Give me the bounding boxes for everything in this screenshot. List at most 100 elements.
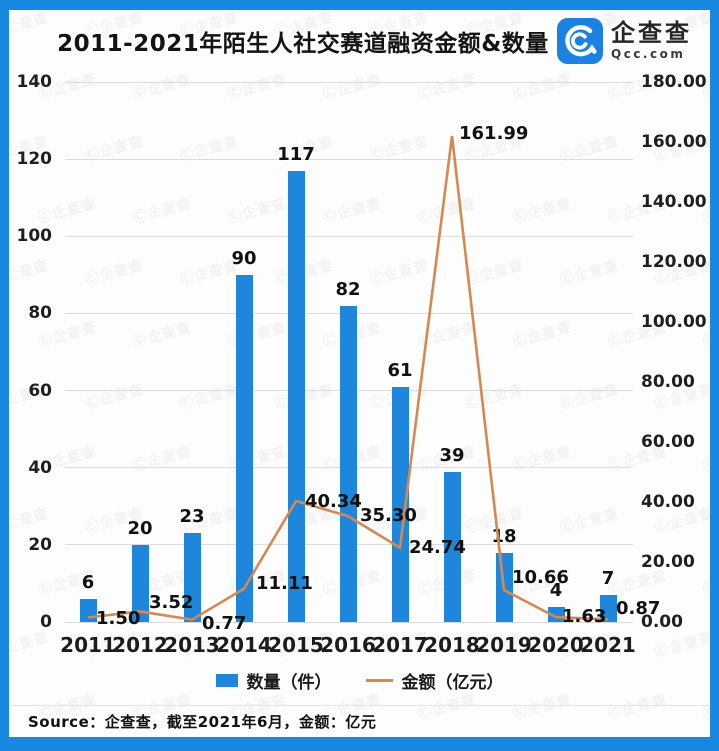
y-axis-right-tick: 40.00: [641, 492, 695, 512]
qcc-domain: Qcc.com: [611, 47, 686, 62]
qcc-watermark: Ⓒ企查查: [558, 381, 621, 413]
header: 2011-2021年陌生人社交赛道融资金额&数量 企查查 Qcc.com: [9, 12, 710, 70]
qcc-watermark: Ⓒ企查查: [606, 691, 669, 723]
legend: 数量（件） 金额（亿元）: [9, 668, 710, 693]
x-axis-label: 2014: [216, 633, 272, 657]
bar-2015: [287, 170, 305, 622]
qcc-watermark: Ⓒ企查查: [368, 133, 431, 165]
x-axis-label: 2011: [60, 633, 116, 657]
y-axis-left-tick: 140: [16, 72, 53, 92]
y-axis-right-tick: 80.00: [641, 372, 695, 392]
bar-swatch-icon: [215, 674, 238, 687]
y-axis-right-tick: 0.00: [641, 612, 683, 632]
qcc-watermark: Ⓒ企查查: [9, 505, 51, 537]
bar-value-label: 6: [81, 571, 95, 593]
line-point-label: 1.50: [96, 607, 141, 629]
qcc-watermark: Ⓒ企查查: [131, 71, 194, 103]
gridline: [65, 621, 633, 623]
x-axis-label: 2021: [580, 633, 636, 657]
bar-2014: [235, 274, 253, 622]
y-axis-left-tick: 20: [28, 534, 52, 555]
qcc-watermark: Ⓒ企查查: [321, 195, 384, 227]
line-point-label: 35.30: [360, 505, 417, 527]
qcc-brand: 企查查: [611, 19, 692, 48]
qcc-watermark: Ⓒ企查查: [226, 71, 289, 103]
y-axis-right-tick: 20.00: [641, 552, 695, 572]
bar-value-label: 18: [491, 525, 517, 547]
y-axis-left-tick: 120: [16, 149, 53, 170]
qcc-watermark: Ⓒ企查查: [36, 195, 99, 227]
qcc-watermark: Ⓒ企查查: [226, 195, 289, 227]
x-axis-label: 2019: [476, 633, 532, 657]
line-point-label: 161.99: [459, 123, 529, 145]
qcc-watermark: Ⓒ企查查: [131, 319, 194, 351]
qcc-watermark: Ⓒ企查查: [178, 133, 241, 165]
legend-item-line: 金额（亿元）: [365, 668, 504, 693]
x-axis-label: 2012: [112, 633, 168, 657]
line-point-label: 10.66: [512, 567, 569, 589]
y-axis-left-tick: 0: [40, 612, 52, 632]
bar-value-label: 23: [179, 506, 205, 528]
qcc-logo-icon: [557, 18, 603, 64]
y-axis-right-tick: 160.00: [641, 132, 707, 152]
qcc-watermark: Ⓒ企查查: [131, 443, 194, 475]
bar-value-label: 7: [601, 568, 615, 589]
bar-value-label: 39: [439, 444, 465, 466]
line-point-label: 24.74: [409, 536, 466, 558]
source-note: Source：企查查，截至2021年6月，金额：亿元: [28, 713, 377, 731]
qcc-watermark: Ⓒ企查查: [511, 691, 574, 723]
qcc-watermark: Ⓒ企查查: [321, 71, 384, 103]
qcc-watermark: Ⓒ企查查: [178, 381, 241, 413]
bar-value-label: 61: [387, 359, 413, 381]
bar-value-label: 90: [231, 247, 257, 269]
qcc-watermark: Ⓒ企查查: [83, 257, 146, 289]
y-axis-right-tick: 180.00: [641, 72, 707, 92]
qcc-watermark: Ⓒ企查查: [558, 505, 621, 537]
y-axis-left-tick: 80: [28, 303, 52, 324]
bar-2019: [495, 552, 513, 622]
qcc-watermark: Ⓒ企查查: [511, 195, 574, 227]
line-swatch-icon: [365, 679, 393, 682]
chart-title: 2011-2021年陌生人社交赛道融资金额&数量: [57, 31, 549, 57]
x-axis-label: 2018: [424, 633, 480, 657]
qcc-watermark: Ⓒ企查查: [511, 443, 574, 475]
x-axis-label: 2020: [528, 633, 584, 657]
x-axis-label: 2017: [372, 633, 428, 657]
x-axis-label: 2016: [320, 633, 376, 657]
qcc-logo-text: 企查查 Qcc.com: [611, 19, 692, 62]
y-axis-right-tick: 60.00: [641, 432, 695, 452]
bar-value-label: 117: [277, 143, 315, 165]
x-axis-label: 2015: [268, 633, 324, 657]
qcc-watermark: Ⓒ企查查: [416, 691, 479, 723]
qcc-watermark: Ⓒ企查查: [701, 691, 710, 723]
qcc-watermark: Ⓒ企查查: [511, 319, 574, 351]
legend-label-line: 金额（亿元）: [401, 673, 504, 693]
legend-label-bars: 数量（件）: [246, 673, 332, 693]
gridline: [65, 235, 633, 237]
line-point-label: 1.63: [562, 606, 607, 628]
bar-2011: [79, 598, 97, 622]
qcc-watermark: Ⓒ企查查: [416, 71, 479, 103]
y-axis-left-tick: 60: [28, 380, 52, 401]
y-axis-right-tick: 140.00: [641, 192, 707, 212]
qcc-watermark: Ⓒ企查查: [416, 195, 479, 227]
qcc-watermark: Ⓒ企查查: [463, 381, 526, 413]
qcc-watermark: Ⓒ企查查: [463, 257, 526, 289]
y-axis-left-tick: 100: [16, 226, 53, 247]
line-point-label: 40.34: [305, 490, 362, 512]
bar-2016: [339, 305, 357, 622]
footer-divider: [9, 705, 710, 706]
qcc-watermark: Ⓒ企查查: [558, 257, 621, 289]
qcc-logo: 企查查 Qcc.com: [557, 18, 710, 64]
line-point-label: 3.52: [149, 592, 194, 614]
qcc-watermark: Ⓒ企查查: [131, 195, 194, 227]
gridline: [65, 158, 633, 160]
legend-item-bars: 数量（件）: [215, 668, 332, 693]
y-axis-right-tick: 120.00: [641, 252, 707, 272]
y-axis-left-tick: 40: [28, 457, 52, 478]
x-axis-label: 2013: [164, 633, 220, 657]
qcc-watermark: Ⓒ企查查: [416, 319, 479, 351]
qcc-watermark: Ⓒ企查查: [83, 133, 146, 165]
line-point-label: 0.87: [616, 598, 661, 620]
qcc-watermark: Ⓒ企查查: [511, 71, 574, 103]
